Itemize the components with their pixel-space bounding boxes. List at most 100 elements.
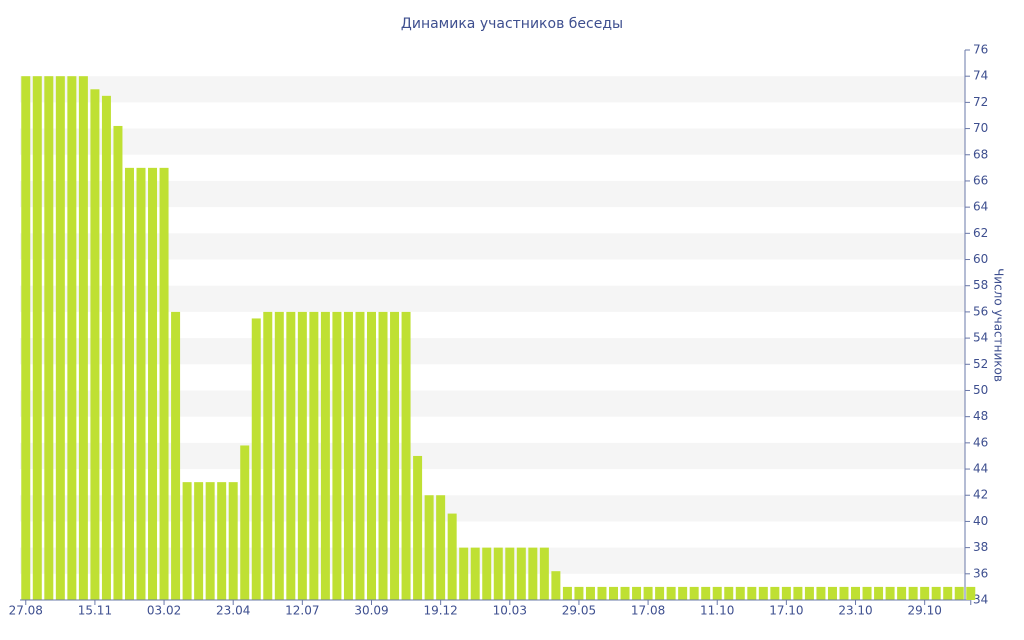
bar: [874, 586, 884, 600]
bar: [413, 455, 423, 600]
y-tick-label: 70: [973, 121, 988, 135]
y-tick-label: 54: [973, 331, 988, 345]
bar: [194, 482, 204, 600]
x-tick-label: 27.08: [9, 604, 43, 618]
bar: [447, 513, 457, 600]
y-tick-label: 34: [973, 593, 988, 607]
x-tick-label: 17.10: [769, 604, 803, 618]
bar: [217, 482, 227, 600]
bar: [159, 167, 169, 600]
x-tick-label: 23.10: [838, 604, 872, 618]
bar: [689, 586, 699, 600]
bar: [862, 586, 872, 600]
grid-band: [20, 128, 965, 155]
bar: [355, 311, 365, 600]
bar: [148, 167, 158, 600]
bar: [436, 495, 446, 600]
bar: [378, 311, 388, 600]
y-tick-label: 46: [973, 435, 988, 449]
grid-band: [20, 76, 965, 103]
bar: [781, 586, 791, 600]
bar: [44, 76, 54, 600]
bar: [885, 586, 895, 600]
bar: [366, 311, 376, 600]
bar: [908, 586, 918, 600]
bar: [770, 586, 780, 600]
bar: [390, 311, 400, 600]
grid-band: [20, 285, 965, 312]
y-tick-label: 76: [973, 43, 988, 57]
y-tick-label: 56: [973, 304, 988, 318]
bar: [851, 586, 861, 600]
bar: [724, 586, 734, 600]
bar: [251, 318, 261, 600]
bar: [585, 586, 595, 600]
bar: [286, 311, 296, 600]
y-tick-label: 52: [973, 357, 988, 371]
x-tick-label: 17.08: [631, 604, 665, 618]
x-tick-label: 30.09: [354, 604, 388, 618]
bar: [827, 586, 837, 600]
bar: [228, 482, 238, 600]
y-tick-label: 48: [973, 409, 988, 423]
x-tick-label: 15.11: [78, 604, 112, 618]
y-tick-label: 50: [973, 383, 988, 397]
bar: [124, 167, 134, 600]
bar: [274, 311, 284, 600]
y-tick-label: 38: [973, 540, 988, 554]
bar: [505, 547, 515, 600]
bar: [493, 547, 503, 600]
bar: [620, 586, 630, 600]
bar: [424, 495, 434, 600]
y-tick-label: 58: [973, 278, 988, 292]
bar: [954, 586, 964, 600]
bar: [470, 547, 480, 600]
x-tick-label: 23.04: [216, 604, 250, 618]
bar: [171, 311, 181, 600]
bar: [632, 586, 642, 600]
bar: [574, 586, 584, 600]
bar: [701, 586, 711, 600]
bar: [643, 586, 653, 600]
bar: [401, 311, 411, 600]
bar: [793, 586, 803, 600]
x-tick-label: 29.05: [562, 604, 596, 618]
bar: [712, 586, 722, 600]
bar: [966, 586, 976, 600]
y-tick-label: 40: [973, 514, 988, 528]
grid-band: [20, 233, 965, 260]
bar: [240, 445, 250, 600]
bar: [182, 482, 192, 600]
x-tick-label: 12.07: [285, 604, 319, 618]
bar: [101, 95, 111, 600]
bar: [482, 547, 492, 600]
bar: [320, 311, 330, 600]
grid-band: [20, 180, 965, 208]
bar: [758, 586, 768, 600]
x-tick-label: 29.10: [907, 604, 941, 618]
bar: [666, 586, 676, 600]
bar: [343, 311, 353, 600]
bar: [562, 586, 572, 600]
bar: [735, 586, 745, 600]
y-tick-label: 60: [973, 252, 988, 266]
chart-title: Динамика участников беседы: [401, 16, 623, 32]
y-tick-label: 36: [973, 566, 988, 580]
y-tick-label: 62: [973, 226, 988, 240]
bar: [263, 311, 273, 600]
bar: [551, 571, 561, 600]
y-tick-label: 66: [973, 173, 988, 187]
y-tick-label: 74: [973, 69, 988, 83]
bar: [309, 311, 319, 600]
bar: [528, 547, 538, 600]
x-tick-label: 11.10: [700, 604, 734, 618]
bar: [32, 76, 42, 600]
bar: [816, 586, 826, 600]
bar: [931, 586, 941, 600]
bar: [332, 311, 342, 600]
bar: [920, 586, 930, 600]
bar: [678, 586, 688, 600]
y-tick-label: 64: [973, 200, 988, 214]
y-tick-label: 72: [973, 95, 988, 109]
